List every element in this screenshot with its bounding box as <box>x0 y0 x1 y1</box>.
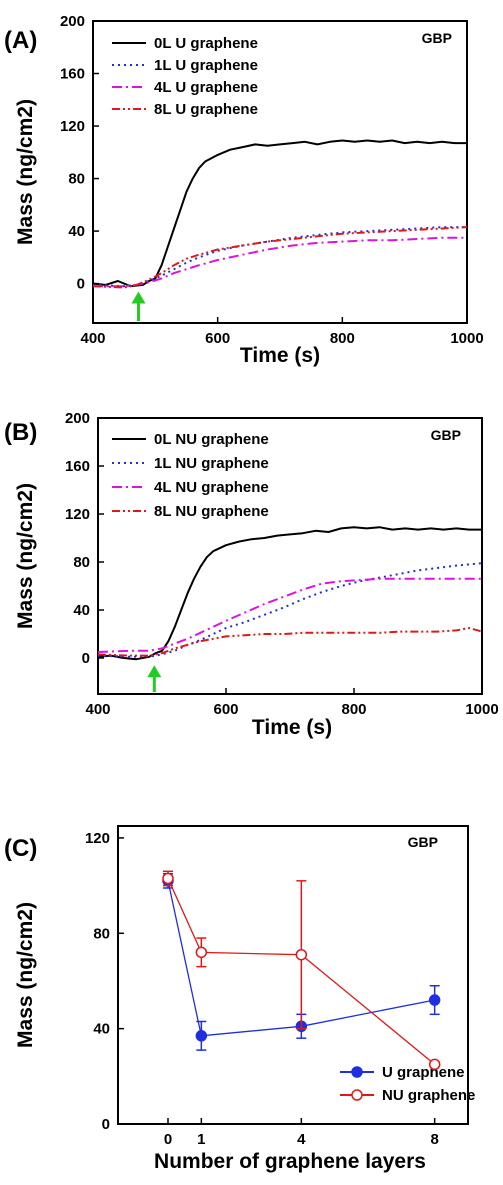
x-axis-title: Time (s) <box>240 344 320 367</box>
series-line <box>97 577 482 653</box>
y-tick-label: 160 <box>65 458 90 475</box>
x-tick-label: 1000 <box>450 330 483 347</box>
legend-marker <box>351 1089 363 1101</box>
annotation-label: GBP <box>431 427 461 443</box>
legend-label: U graphene <box>382 1064 465 1081</box>
panel-label: (A) <box>4 27 37 54</box>
x-tick-label: 800 <box>330 330 355 347</box>
y-axis-title: Mass (ng/cm2) <box>14 902 37 1048</box>
data-point <box>162 872 174 885</box>
legend-label: 0L NU graphene <box>154 431 269 448</box>
series-line <box>97 526 482 661</box>
annotation-label: GBP <box>422 30 452 46</box>
x-tick-label: 8 <box>430 1131 438 1148</box>
x-tick-label: 0 <box>164 1131 172 1148</box>
x-tick-label: 4 <box>297 1131 306 1148</box>
data-point <box>428 1058 441 1071</box>
y-tick-label: 200 <box>60 13 85 30</box>
series-line <box>93 236 467 288</box>
data-point <box>195 1030 208 1042</box>
plot-frame <box>117 825 469 1125</box>
legend-label: 1L NU graphene <box>154 455 269 472</box>
y-tick-label: 120 <box>85 830 110 847</box>
plot-frame <box>97 417 483 695</box>
data-point <box>428 994 441 1006</box>
x-tick-label: 600 <box>205 330 230 347</box>
series-line <box>92 226 468 289</box>
y-tick-label: 40 <box>68 223 85 240</box>
panel-b: 400 600 800 1000 0 40 80 120 160 200 (B) GBP Time (s… <box>4 410 499 739</box>
injection-arrow-head <box>131 291 146 304</box>
y-tick-label: 80 <box>68 171 85 188</box>
series-line <box>167 878 436 1065</box>
x-tick-label: 600 <box>213 701 238 718</box>
y-tick-label: 80 <box>93 925 110 942</box>
y-tick-label: 160 <box>60 66 85 83</box>
panel-label: (C) <box>4 835 37 862</box>
x-tick-label: 1000 <box>465 701 498 718</box>
data-point <box>295 948 308 961</box>
injection-arrow-head <box>147 665 162 678</box>
legend-label: 0L U graphene <box>154 35 258 52</box>
x-tick-label: 400 <box>85 701 110 718</box>
y-tick-label: 120 <box>65 506 90 523</box>
x-axis-title: Number of graphene layers <box>154 1150 426 1173</box>
legend-label: 8L U graphene <box>154 101 258 118</box>
legend-label: 1L U graphene <box>154 57 258 74</box>
x-tick-label: 400 <box>80 330 105 347</box>
x-tick-label: 800 <box>341 701 366 718</box>
annotation-label: GBP <box>408 834 438 850</box>
panel-a: 400 600 800 1000 0 40 80 120 160 200 (A) GBP Time (s… <box>4 13 484 367</box>
series-line <box>97 627 483 657</box>
y-axis-title: Mass (ng/cm2) <box>14 483 37 629</box>
y-tick-label: 40 <box>73 602 90 619</box>
x-tick-label: 1 <box>197 1131 205 1148</box>
y-tick-label: 40 <box>93 1021 110 1038</box>
y-tick-label: 120 <box>60 118 85 135</box>
panel-label: (B) <box>4 419 37 446</box>
legend-label: NU graphene <box>382 1087 475 1104</box>
series-line <box>97 562 483 658</box>
y-tick-label: 200 <box>65 410 90 427</box>
legend-label: 4L U graphene <box>154 79 258 96</box>
y-tick-label: 0 <box>82 650 90 667</box>
y-tick-label: 0 <box>77 276 85 293</box>
legend-label: 8L NU graphene <box>154 503 269 520</box>
plot-frame <box>92 20 468 324</box>
x-axis-title: Time (s) <box>252 716 332 739</box>
series-line <box>167 880 435 1037</box>
legend-marker <box>351 1066 363 1078</box>
data-point <box>195 946 208 959</box>
legend-label: 4L NU graphene <box>154 479 269 496</box>
y-tick-label: 0 <box>102 1116 110 1133</box>
series-line <box>92 139 467 288</box>
series-line <box>92 226 467 288</box>
y-tick-label: 80 <box>73 554 90 571</box>
y-axis-title: Mass (ng/cm2) <box>14 99 37 245</box>
